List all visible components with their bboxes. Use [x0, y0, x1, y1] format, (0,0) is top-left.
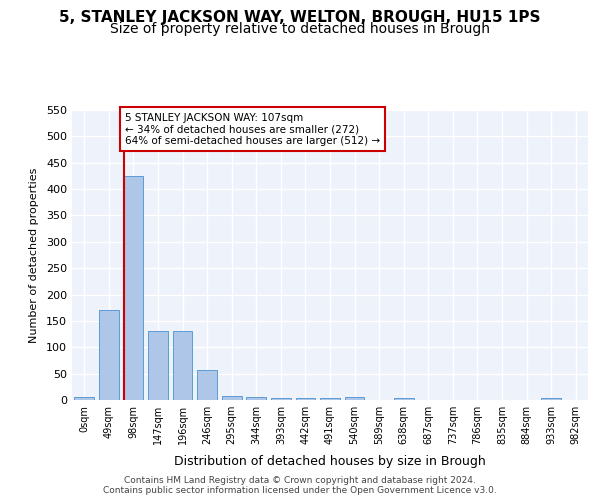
Bar — [99, 310, 119, 400]
Bar — [541, 398, 561, 400]
Bar — [394, 398, 413, 400]
Bar — [271, 398, 290, 400]
Bar — [173, 332, 193, 400]
Bar — [124, 176, 143, 400]
X-axis label: Distribution of detached houses by size in Brough: Distribution of detached houses by size … — [174, 456, 486, 468]
Bar — [148, 332, 168, 400]
Bar — [222, 396, 242, 400]
Bar — [247, 397, 266, 400]
Bar — [197, 370, 217, 400]
Y-axis label: Number of detached properties: Number of detached properties — [29, 168, 39, 342]
Text: Size of property relative to detached houses in Brough: Size of property relative to detached ho… — [110, 22, 490, 36]
Text: 5 STANLEY JACKSON WAY: 107sqm
← 34% of detached houses are smaller (272)
64% of : 5 STANLEY JACKSON WAY: 107sqm ← 34% of d… — [125, 112, 380, 146]
Bar — [345, 398, 364, 400]
Text: 5, STANLEY JACKSON WAY, WELTON, BROUGH, HU15 1PS: 5, STANLEY JACKSON WAY, WELTON, BROUGH, … — [59, 10, 541, 25]
Bar — [320, 398, 340, 400]
Text: Contains HM Land Registry data © Crown copyright and database right 2024.
Contai: Contains HM Land Registry data © Crown c… — [103, 476, 497, 495]
Bar — [74, 398, 94, 400]
Bar — [296, 398, 315, 400]
